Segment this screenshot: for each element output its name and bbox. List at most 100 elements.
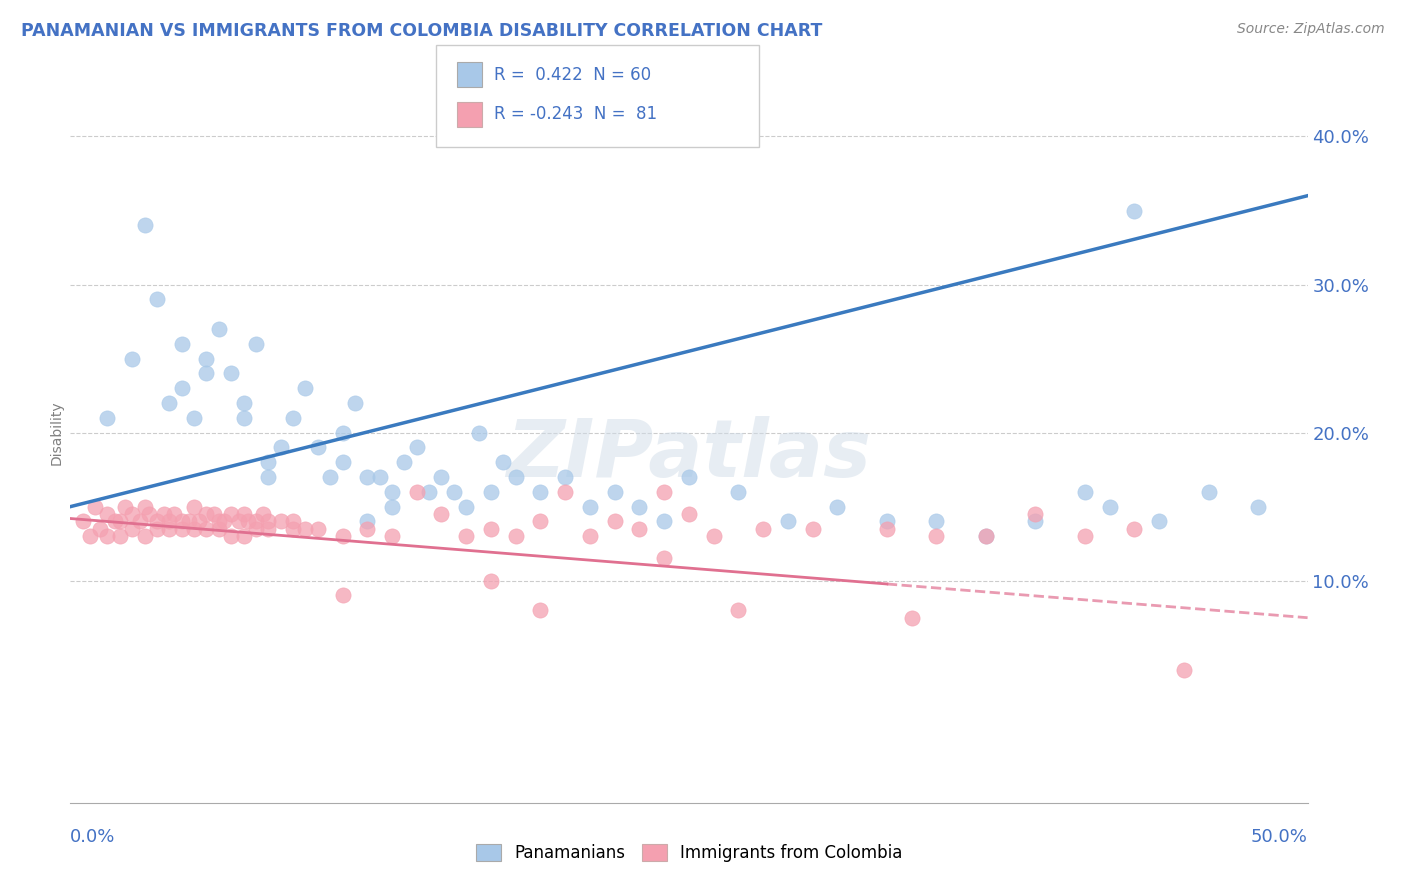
Text: R =  0.422  N = 60: R = 0.422 N = 60 (494, 66, 651, 84)
Point (1074, 529, 1097, 543)
Point (356, 470, 378, 484)
Text: Source: ZipAtlas.com: Source: ZipAtlas.com (1237, 22, 1385, 37)
Point (456, 529, 478, 543)
Point (163, 507, 186, 521)
Point (1098, 500, 1121, 514)
Point (492, 455, 515, 469)
Point (678, 507, 700, 521)
Point (153, 507, 176, 521)
Point (394, 455, 416, 469)
Point (1173, 663, 1195, 677)
Point (1247, 500, 1270, 514)
Point (146, 515, 169, 529)
Point (332, 455, 354, 469)
Point (603, 515, 626, 529)
Point (430, 507, 453, 521)
Point (479, 574, 502, 588)
Point (827, 500, 849, 514)
Point (381, 529, 404, 543)
Point (157, 396, 180, 410)
Point (183, 500, 205, 514)
Point (628, 522, 651, 536)
Point (678, 470, 700, 484)
Point (1198, 484, 1220, 499)
Point (1024, 507, 1046, 521)
Point (1123, 203, 1146, 218)
Point (876, 522, 898, 536)
Point (652, 515, 675, 529)
Point (1074, 484, 1097, 499)
Point (652, 551, 675, 566)
Point (232, 507, 254, 521)
Point (801, 522, 824, 536)
Point (529, 515, 551, 529)
Point (776, 515, 799, 529)
Point (294, 381, 316, 395)
Point (281, 515, 304, 529)
Point (405, 484, 427, 499)
Point (727, 603, 749, 617)
Point (208, 515, 231, 529)
Point (332, 529, 354, 543)
Point (368, 470, 391, 484)
Point (307, 522, 329, 536)
Point (925, 529, 948, 543)
Point (157, 515, 180, 529)
Point (183, 522, 205, 536)
Point (219, 367, 242, 381)
Point (727, 484, 749, 499)
Point (170, 515, 193, 529)
Y-axis label: Disability: Disability (49, 401, 63, 465)
Point (232, 410, 254, 425)
Point (245, 515, 267, 529)
Point (356, 515, 378, 529)
Point (208, 322, 231, 336)
Point (108, 515, 131, 529)
Point (195, 522, 218, 536)
Point (84, 500, 107, 514)
Point (1024, 515, 1046, 529)
Point (579, 500, 602, 514)
Point (134, 529, 156, 543)
Point (228, 515, 250, 529)
Point (183, 410, 205, 425)
Point (188, 515, 211, 529)
Point (900, 610, 922, 624)
Point (232, 396, 254, 410)
Point (104, 515, 127, 529)
Point (146, 522, 169, 536)
Point (219, 507, 242, 521)
Point (195, 367, 218, 381)
Point (294, 522, 316, 536)
Point (270, 441, 292, 455)
Point (529, 484, 551, 499)
Point (270, 515, 292, 529)
Point (257, 470, 280, 484)
Point (418, 484, 440, 499)
Point (96, 507, 118, 521)
Point (257, 522, 280, 536)
Point (1147, 515, 1170, 529)
Point (505, 470, 527, 484)
Point (430, 470, 453, 484)
Point (202, 507, 225, 521)
Point (703, 529, 725, 543)
Point (554, 484, 576, 499)
Legend: Panamanians, Immigrants from Colombia: Panamanians, Immigrants from Colombia (470, 837, 908, 869)
Point (232, 529, 254, 543)
Point (579, 529, 602, 543)
Point (157, 522, 180, 536)
Point (554, 470, 576, 484)
Point (876, 515, 898, 529)
Point (456, 500, 478, 514)
Text: 50.0%: 50.0% (1251, 828, 1308, 846)
Point (208, 522, 231, 536)
Point (170, 381, 193, 395)
Point (467, 425, 489, 440)
Point (245, 522, 267, 536)
Point (212, 515, 235, 529)
Point (134, 500, 156, 514)
Point (974, 529, 997, 543)
Point (114, 500, 136, 514)
Point (96, 529, 118, 543)
